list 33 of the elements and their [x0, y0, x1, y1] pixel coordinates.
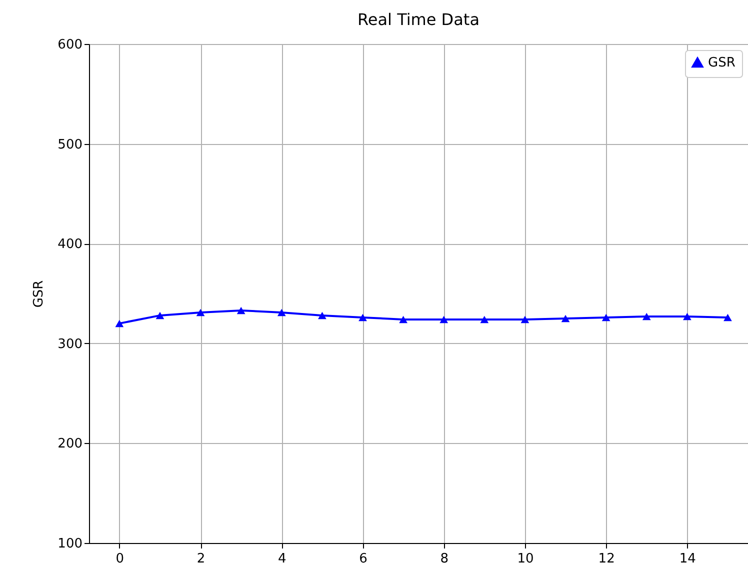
point [399, 316, 408, 324]
x-tick-label: 6 [359, 552, 368, 566]
y-tick-label: 600 [58, 38, 82, 52]
x-tick-label: 4 [278, 552, 286, 566]
point [156, 312, 164, 320]
chart-title: Real Time Data [357, 10, 480, 29]
point [561, 314, 570, 322]
y-tick-label: 500 [58, 137, 82, 152]
point [318, 312, 326, 320]
point [358, 314, 367, 322]
x-tick-label: 14 [679, 552, 696, 566]
x-tick-label: 0 [116, 552, 124, 566]
point [196, 308, 205, 316]
point [115, 320, 124, 328]
point [724, 314, 732, 322]
y-tick-label: 400 [58, 237, 82, 252]
point [520, 316, 530, 324]
point [236, 306, 246, 314]
point [480, 316, 489, 324]
point [440, 316, 448, 324]
y-tick-label: 100 [58, 536, 82, 552]
point [642, 312, 651, 320]
point [682, 312, 692, 320]
y-axis-title: GSR [32, 280, 47, 308]
legend-label: GSR [708, 56, 736, 70]
y-tick-label: 200 [58, 436, 82, 452]
x-tick-label: 12 [598, 552, 615, 566]
point [602, 314, 610, 322]
y-tick-label: 300 [58, 336, 82, 352]
x-tick-label: 8 [440, 552, 448, 566]
x-tick-label: 10 [517, 552, 534, 566]
point [277, 308, 286, 316]
x-tick-label: 2 [196, 552, 206, 566]
